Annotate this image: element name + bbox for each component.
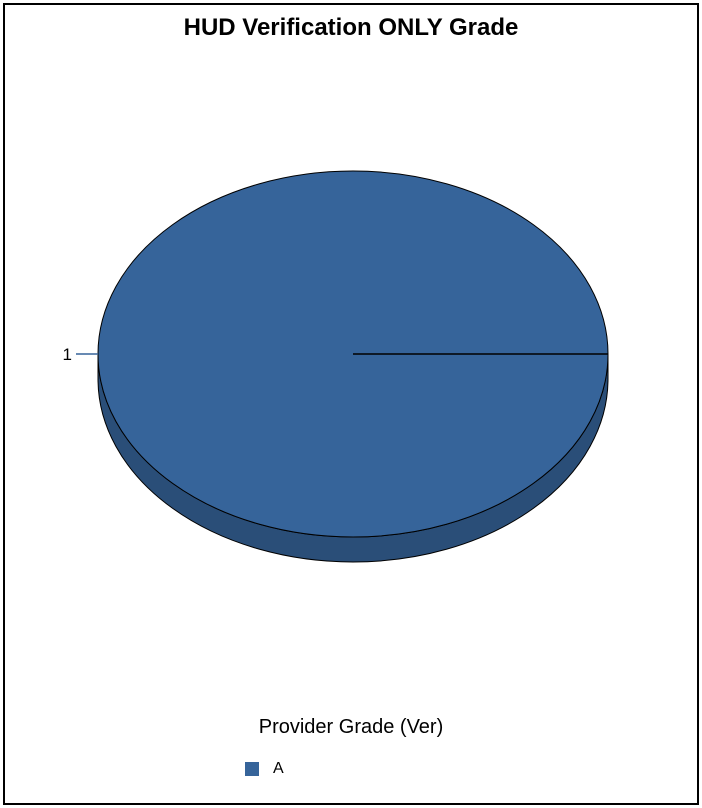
- legend-swatch: [245, 762, 259, 776]
- legend-label: A: [273, 760, 284, 777]
- data-label: 1: [63, 345, 72, 364]
- legend-title: Provider Grade (Ver): [258, 716, 444, 738]
- pie-layer: 1: [63, 170, 609, 563]
- chart-title: HUD Verification ONLY Grade: [183, 14, 519, 41]
- legend-item: A: [245, 760, 284, 778]
